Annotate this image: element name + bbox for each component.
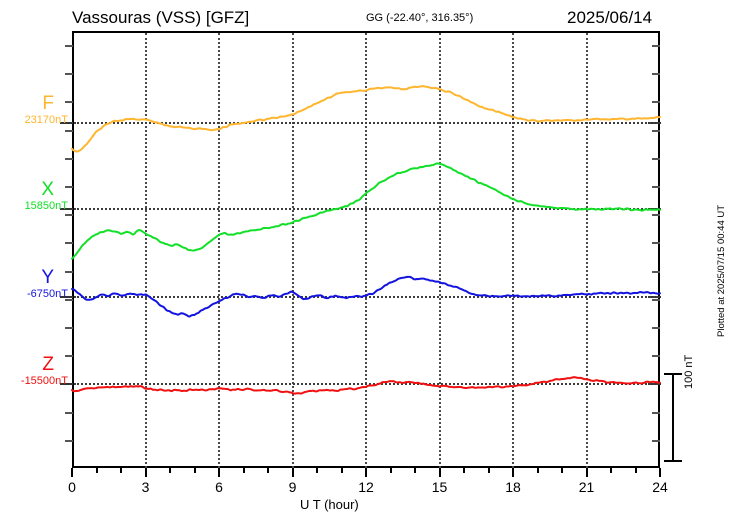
scale-bar-bottom-cap: [664, 460, 682, 462]
component-label-Y: Y: [41, 267, 54, 288]
gridline-vertical-15h: [438, 33, 441, 468]
plot-frame-top: [72, 31, 660, 33]
x-tick-12: [365, 468, 367, 477]
gridline-vertical-12h: [365, 33, 367, 468]
y-tick-r: [652, 440, 660, 442]
gridline-vertical-6h: [218, 33, 220, 468]
component-baseline-Z: -15500nT: [20, 375, 68, 387]
baseline-Z: [74, 383, 658, 385]
y-tick-major-X-l: [60, 208, 73, 210]
y-tick-l: [65, 214, 73, 216]
baseline-Y: [74, 296, 658, 298]
x-tick-0: [71, 468, 73, 477]
y-tick-major-Z-l: [60, 383, 73, 385]
x-tick-label-6h: 6: [215, 479, 223, 495]
y-tick-l: [65, 355, 73, 357]
y-tick-l: [65, 45, 73, 47]
x-tick-21: [585, 468, 588, 477]
y-tick-l: [65, 299, 73, 301]
observation-date: 2025/06/14: [567, 8, 653, 27]
x-tick-17: [487, 468, 490, 473]
plot-frame-right: [658, 31, 660, 468]
x-tick-18: [512, 468, 514, 477]
y-tick-l: [65, 130, 73, 132]
x-tick-4: [169, 468, 171, 473]
gridline-vertical-9h: [291, 33, 294, 468]
y-tick-r: [652, 271, 660, 273]
component-baseline-F: 23170nT: [24, 114, 68, 126]
gridline-vertical-18h: [512, 33, 514, 468]
page-title: Vassouras (VSS) [GFZ]: [72, 8, 250, 27]
y-tick-major-F-l: [60, 122, 73, 124]
x-tick-14: [414, 468, 416, 473]
gridline-vertical-21h: [585, 33, 588, 468]
component-label-Z: Z: [42, 354, 54, 375]
y-tick-l: [65, 412, 73, 414]
baseline-X: [74, 208, 658, 210]
x-tick-2: [120, 468, 122, 473]
y-tick-r: [652, 158, 660, 160]
x-tick-5: [193, 468, 196, 473]
scale-bar: [672, 373, 674, 462]
y-tick-r: [652, 412, 660, 414]
scale-bar-label: 100 nT: [683, 354, 695, 389]
y-tick-l: [65, 242, 73, 244]
x-tick-7: [242, 468, 245, 473]
y-tick-r: [652, 327, 660, 329]
x-tick-13: [389, 468, 392, 473]
x-tick-label-12h: 12: [358, 479, 374, 495]
y-tick-r: [652, 242, 660, 244]
component-baseline-X: 15850nT: [24, 200, 68, 212]
component-label-F: F: [42, 93, 54, 114]
x-tick-23: [634, 468, 637, 473]
y-tick-major-Y-l: [60, 296, 73, 298]
baseline-F: [74, 122, 658, 124]
x-tick-6: [218, 468, 220, 477]
y-tick-l: [65, 186, 73, 188]
x-tick-22: [610, 468, 612, 473]
y-tick-l: [65, 271, 73, 273]
gridline-vertical-3h: [144, 33, 147, 468]
y-tick-r: [652, 45, 660, 47]
y-tick-r: [652, 130, 660, 132]
component-baseline-Y: -6750nT: [27, 288, 68, 300]
x-tick-label-3h: 3: [141, 479, 150, 495]
y-tick-l: [65, 73, 73, 75]
x-tick-19: [536, 468, 539, 473]
y-tick-r: [652, 355, 660, 357]
y-tick-r: [652, 73, 660, 75]
y-tick-r: [652, 186, 660, 188]
y-tick-l: [65, 158, 73, 160]
y-tick-l: [65, 440, 73, 442]
plotted-at-timestamp: Plotted at 2025/07/15 00:44 UT: [716, 204, 727, 337]
x-tick-8: [267, 468, 269, 473]
x-axis-title: U T (hour): [300, 497, 359, 512]
x-tick-label-21h: 21: [578, 479, 595, 495]
x-tick-label-15h: 15: [431, 479, 448, 495]
y-tick-r: [652, 299, 660, 301]
station-coordinates: GG (-22.40°, 316.35°): [366, 12, 474, 24]
x-tick-24: [659, 468, 661, 477]
scale-bar-top-cap: [664, 373, 682, 375]
x-tick-9: [291, 468, 294, 477]
x-tick-11: [340, 468, 343, 473]
x-tick-label-24h: 24: [652, 479, 668, 495]
x-tick-3: [144, 468, 147, 477]
x-tick-20: [561, 468, 563, 473]
x-tick-16: [463, 468, 465, 473]
x-tick-1: [95, 468, 98, 473]
x-tick-label-18h: 18: [505, 479, 521, 495]
x-tick-label-9h: 9: [288, 479, 297, 495]
x-tick-label-0h: 0: [68, 479, 76, 495]
x-tick-10: [316, 468, 318, 473]
y-tick-r: [652, 101, 660, 103]
component-label-X: X: [41, 179, 54, 200]
y-tick-l: [65, 101, 73, 103]
y-tick-r: [652, 214, 660, 216]
y-tick-l: [65, 327, 73, 329]
x-tick-15: [438, 468, 441, 477]
